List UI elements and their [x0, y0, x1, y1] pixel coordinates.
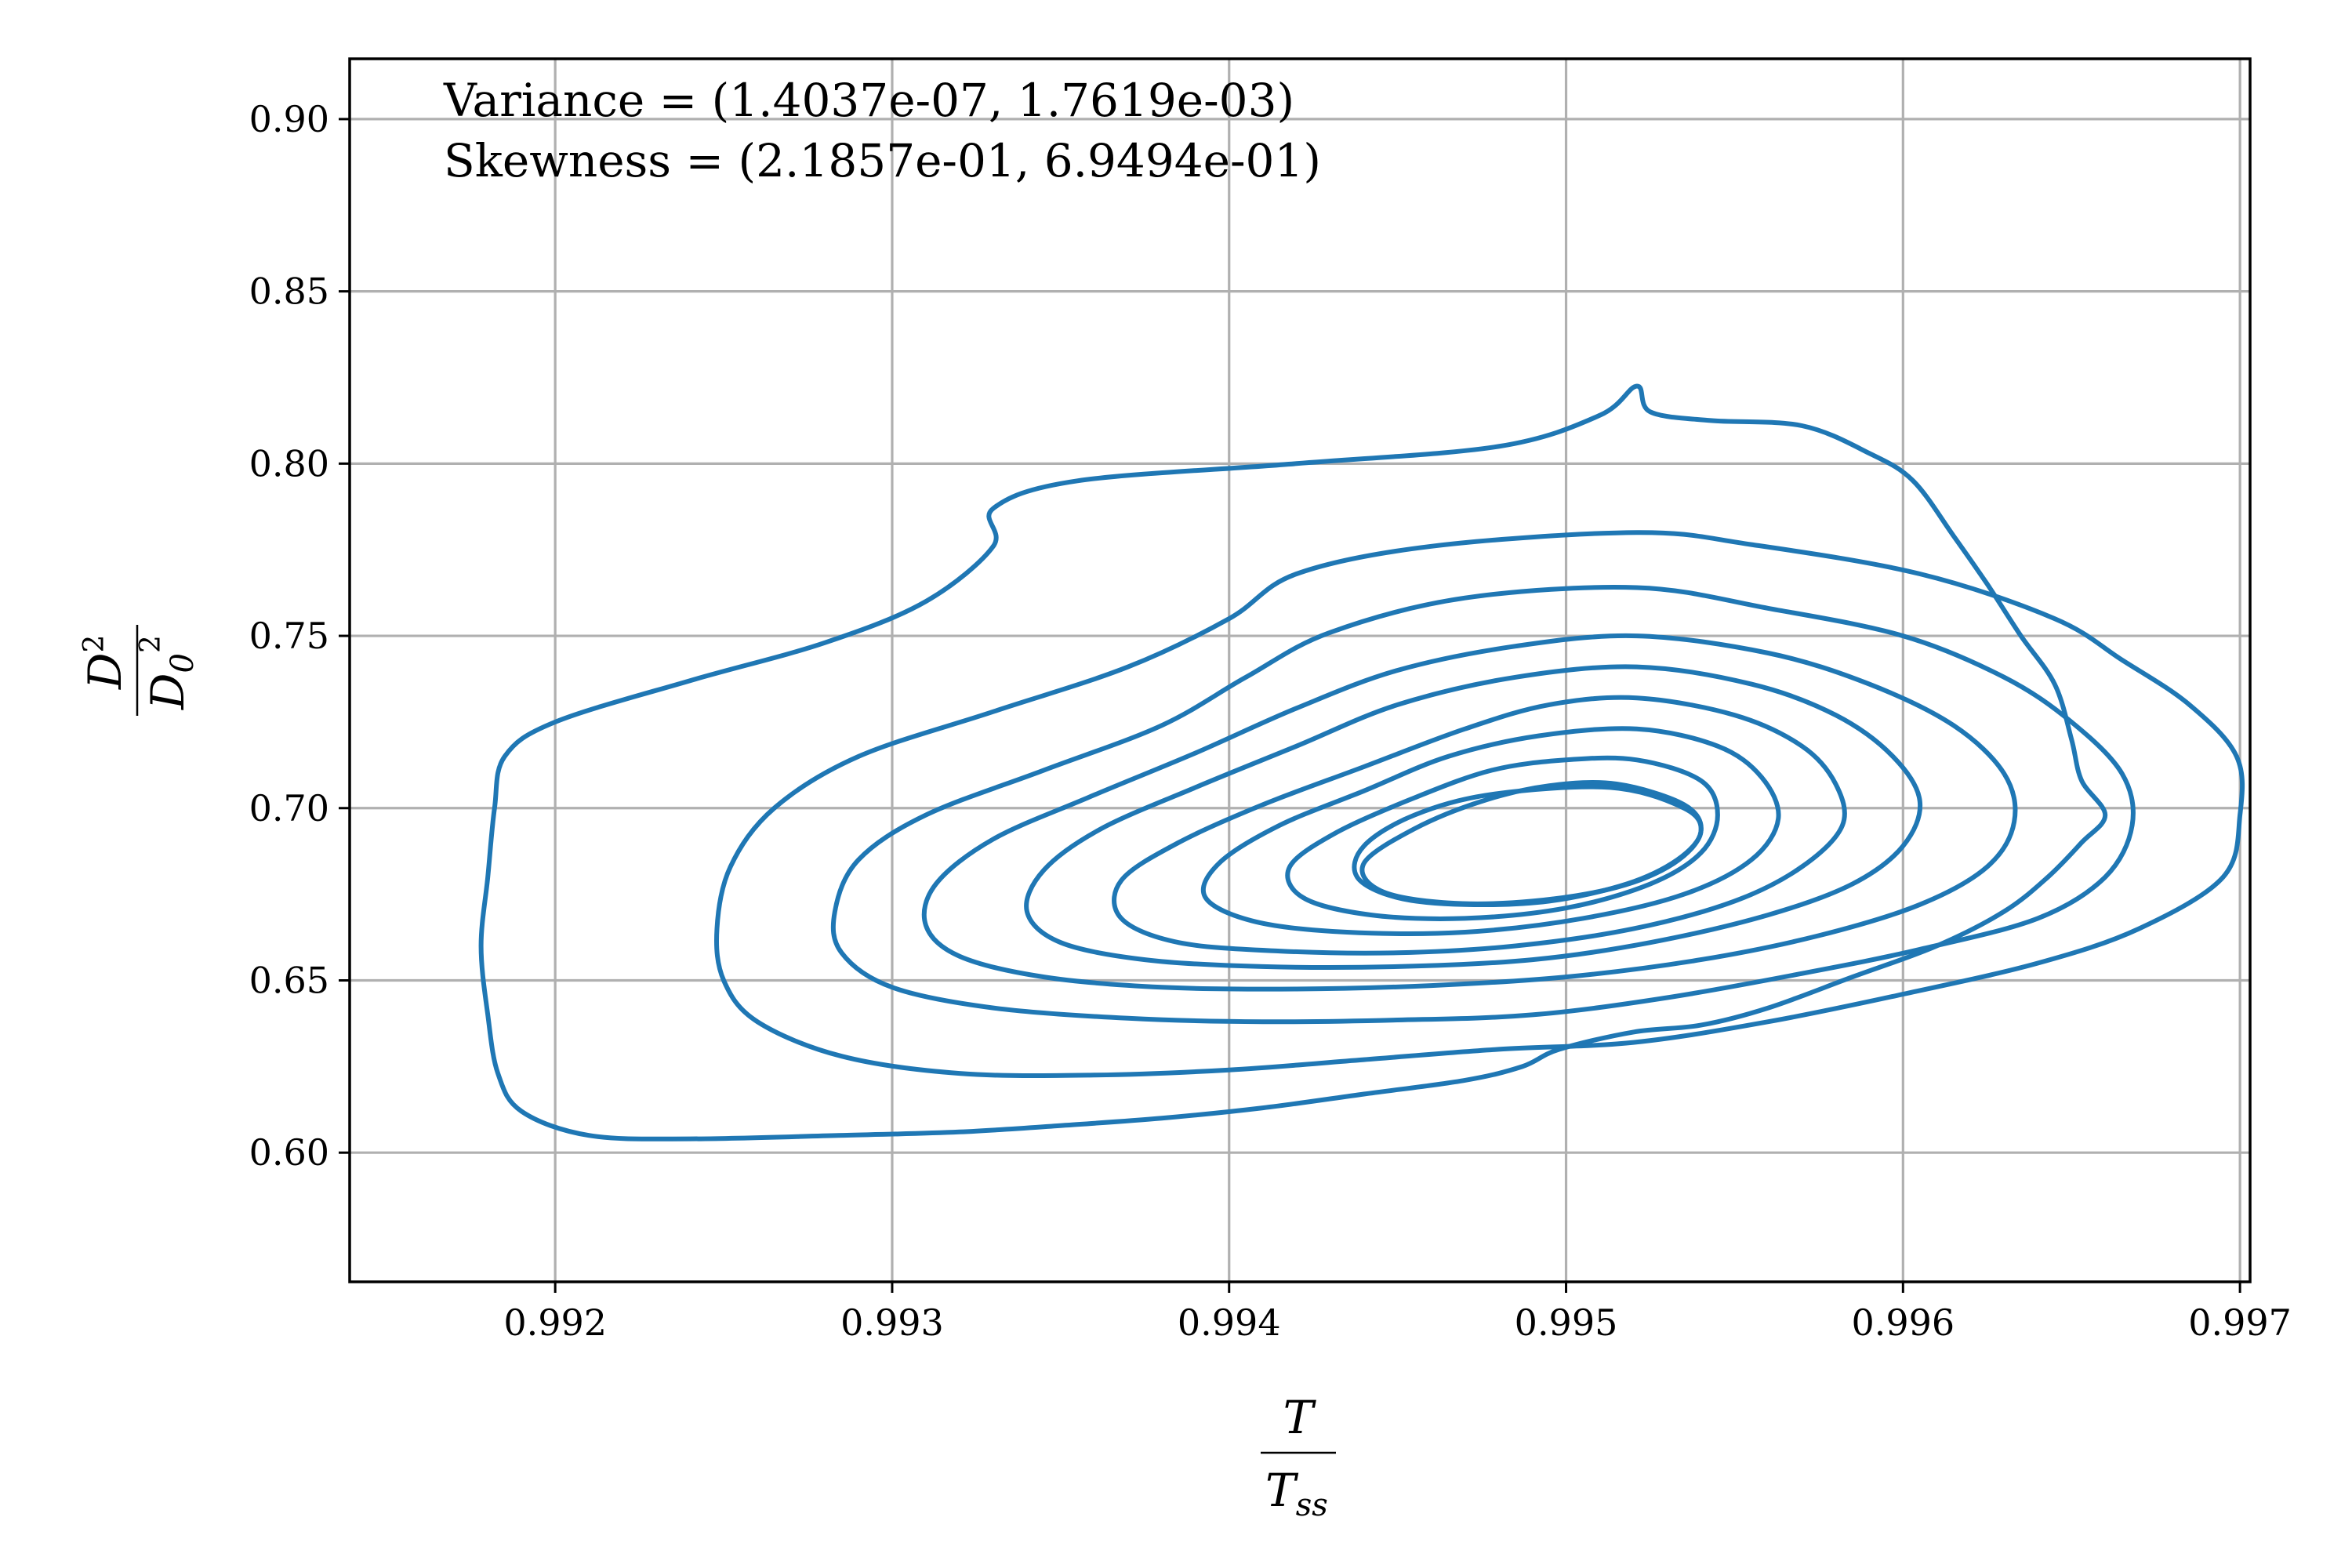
y-axis-label-numerator: D2: [78, 635, 132, 690]
y-tick-label: 0.60: [249, 1131, 329, 1174]
x-tick-label: 0.992: [503, 1301, 607, 1344]
y-axis-label-denominator: D02: [135, 635, 201, 710]
y-axis-label: D2 D02: [78, 625, 201, 716]
contour-level-4: [921, 633, 2018, 992]
contour-level-5: [1024, 664, 1923, 971]
contour-level-1: [478, 383, 2108, 1142]
contour-level-2: [713, 530, 2245, 1079]
x-axis-label-denominator: Tss: [1265, 1464, 1328, 1523]
contour-lines: [478, 383, 2245, 1142]
skewness-annotation: Skewness = (2.1857e-01, 6.9494e-01): [444, 134, 1321, 187]
y-tick-label: 0.75: [249, 615, 329, 657]
contour-level-10: [1352, 784, 1704, 908]
x-axis-ticks: 0.992 0.993 0.994 0.995 0.996 0.997: [503, 1282, 2292, 1344]
contour-level-8: [1285, 755, 1720, 921]
variance-annotation: Variance = (1.4037e-07, 1.7619e-03): [443, 74, 1294, 127]
x-tick-label: 0.995: [1515, 1301, 1618, 1344]
contour-level-3: [830, 585, 2136, 1025]
y-tick-label: 0.85: [249, 270, 329, 313]
y-tick-label: 0.70: [249, 787, 329, 829]
x-tick-label: 0.994: [1178, 1301, 1281, 1344]
y-axis-ticks: 0.60 0.65 0.70 0.75 0.80 0.85 0.90: [249, 98, 350, 1174]
x-axis-label: T Tss: [1261, 1391, 1336, 1523]
grid: [350, 59, 2250, 1282]
contour-level-7: [1200, 726, 1781, 936]
x-tick-label: 0.996: [1851, 1301, 1955, 1344]
y-tick-label: 0.65: [249, 959, 329, 1001]
plot-area-frame: [348, 57, 2252, 1283]
x-tick-label: 0.993: [840, 1301, 944, 1344]
x-tick-label: 0.997: [2188, 1301, 2292, 1344]
x-axis-label-numerator: T: [1283, 1391, 1317, 1444]
y-tick-label: 0.90: [249, 98, 329, 140]
y-tick-label: 0.80: [249, 442, 329, 485]
contour-level-6: [1112, 695, 1847, 956]
